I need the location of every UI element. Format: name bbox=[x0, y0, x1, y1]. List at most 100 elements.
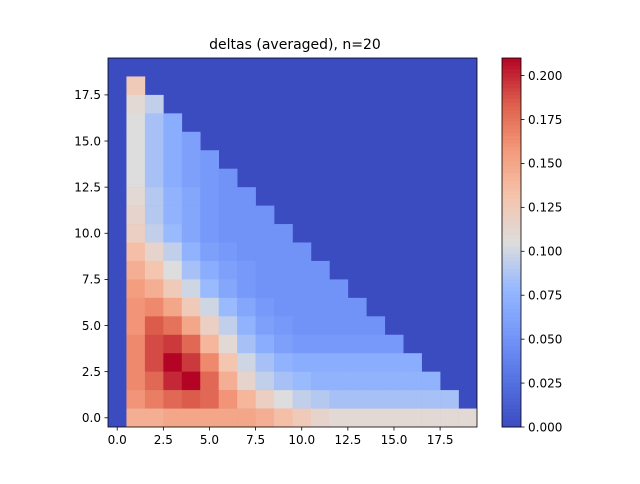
heatmap-cell bbox=[384, 408, 404, 428]
colorbar-segment bbox=[502, 109, 521, 114]
x-tick-label: 7.5 bbox=[246, 433, 265, 447]
heatmap-cell bbox=[126, 113, 146, 133]
heatmap-cell bbox=[329, 390, 349, 409]
heatmap-cell bbox=[144, 408, 164, 428]
heatmap-cell bbox=[126, 242, 146, 262]
heatmap-cell bbox=[458, 408, 478, 428]
colorbar-segment bbox=[502, 342, 521, 347]
colorbar-segment bbox=[502, 264, 521, 269]
heatmap-cell bbox=[347, 408, 367, 428]
heatmap-cell bbox=[237, 297, 256, 317]
heatmap-cell bbox=[200, 279, 219, 299]
heatmap-cell bbox=[144, 150, 164, 169]
heatmap-cell bbox=[255, 279, 275, 299]
heatmap-cell bbox=[144, 390, 164, 409]
heatmap-cell bbox=[384, 390, 404, 409]
colorbar-segment bbox=[502, 61, 521, 66]
colorbar-segment bbox=[502, 327, 521, 332]
heatmap-cell bbox=[163, 334, 183, 354]
colorbar-segment bbox=[502, 172, 521, 177]
colorbar-segment bbox=[502, 153, 521, 159]
y-tick-label: 0.0 bbox=[82, 411, 101, 425]
heatmap-cell bbox=[181, 260, 201, 280]
y-tick-label: 10.0 bbox=[74, 227, 101, 241]
heatmap-cell bbox=[255, 297, 275, 317]
colorbar-segment bbox=[502, 117, 521, 122]
colorbar-segment bbox=[502, 268, 521, 273]
colorbar-tick-label: 0.075 bbox=[528, 289, 562, 303]
colorbar-segment bbox=[502, 415, 521, 421]
colorbar-tick-label: 0.200 bbox=[528, 69, 562, 83]
heatmap-cell bbox=[237, 260, 256, 280]
heatmap-cell bbox=[144, 224, 164, 243]
heatmap-cell bbox=[440, 390, 459, 409]
heatmap-cell bbox=[292, 242, 312, 262]
heatmap-cell bbox=[329, 371, 349, 391]
colorbar-segment bbox=[502, 408, 521, 413]
colorbar-segment bbox=[502, 201, 521, 207]
heatmap-cell bbox=[329, 316, 349, 336]
heatmap-cell bbox=[218, 316, 238, 336]
colorbar-segment bbox=[502, 323, 521, 328]
heatmap-cell bbox=[126, 297, 146, 317]
heatmap-cell bbox=[366, 316, 386, 336]
colorbar-segment bbox=[502, 194, 521, 199]
colorbar-segment bbox=[502, 379, 521, 384]
heatmap-cell bbox=[292, 334, 312, 354]
heatmap-cell bbox=[218, 390, 238, 409]
colorbar-segment bbox=[502, 390, 521, 395]
colorbar-tick-label: 0.050 bbox=[528, 332, 562, 346]
heatmap-cell bbox=[126, 205, 146, 225]
colorbar-segment bbox=[502, 209, 521, 214]
heatmap-cell bbox=[163, 224, 183, 243]
heatmap-cell bbox=[181, 297, 201, 317]
heatmap-cell bbox=[126, 131, 146, 151]
heatmap-cell bbox=[403, 353, 422, 372]
heatmap-cell bbox=[255, 353, 275, 372]
y-tick-label: 12.5 bbox=[74, 180, 101, 194]
heatmap-cell bbox=[403, 390, 422, 409]
heatmap-cell bbox=[347, 334, 367, 354]
colorbar-segment bbox=[502, 220, 521, 225]
heatmap-cell bbox=[200, 353, 219, 372]
heatmap-cell bbox=[237, 242, 256, 262]
heatmap-cell bbox=[329, 279, 349, 299]
colorbar-segment bbox=[502, 246, 521, 251]
heatmap-cell bbox=[181, 131, 201, 151]
heatmap-cell bbox=[218, 168, 238, 188]
colorbar-segment bbox=[502, 120, 521, 125]
heatmap-cell bbox=[163, 113, 183, 133]
heatmap-cell bbox=[200, 168, 219, 188]
heatmap-cell bbox=[274, 334, 293, 354]
colorbar-segment bbox=[502, 353, 521, 358]
colorbar-segment bbox=[502, 135, 521, 140]
heatmap-cell bbox=[200, 187, 219, 206]
heatmap-cell bbox=[237, 279, 256, 299]
heatmap-cell bbox=[144, 316, 164, 336]
colorbar-segment bbox=[502, 198, 521, 203]
heatmap-cell bbox=[181, 279, 201, 299]
heatmap-cell bbox=[218, 371, 238, 391]
y-tick-label: 17.5 bbox=[74, 88, 101, 102]
x-axis: 0.0 2.5 5.0 7.5 10.0 12.5 15.0 17.5 bbox=[108, 427, 453, 447]
heatmap-cell bbox=[126, 334, 146, 354]
heatmap-cell bbox=[181, 316, 201, 336]
chart-title: deltas (averaged), n=20 bbox=[209, 37, 381, 53]
heatmap-cell bbox=[274, 224, 293, 243]
colorbar-segment bbox=[502, 308, 521, 314]
heatmap-cell bbox=[292, 353, 312, 372]
colorbar-segment bbox=[502, 356, 521, 362]
x-tick-label: 15.0 bbox=[381, 433, 408, 447]
colorbar-tick-label: 0.100 bbox=[528, 245, 562, 259]
heatmap-cell bbox=[144, 242, 164, 262]
heatmap-cell bbox=[144, 297, 164, 317]
heatmap-cell bbox=[440, 408, 459, 428]
heatmap-cell bbox=[218, 224, 238, 243]
colorbar-segment bbox=[502, 216, 521, 221]
heatmap-cell bbox=[292, 297, 312, 317]
heatmap-cell bbox=[163, 408, 183, 428]
heatmap-cell bbox=[144, 260, 164, 280]
y-tick-label: 2.5 bbox=[82, 365, 101, 379]
colorbar-segment bbox=[502, 260, 521, 266]
heatmap-cell bbox=[310, 371, 330, 391]
